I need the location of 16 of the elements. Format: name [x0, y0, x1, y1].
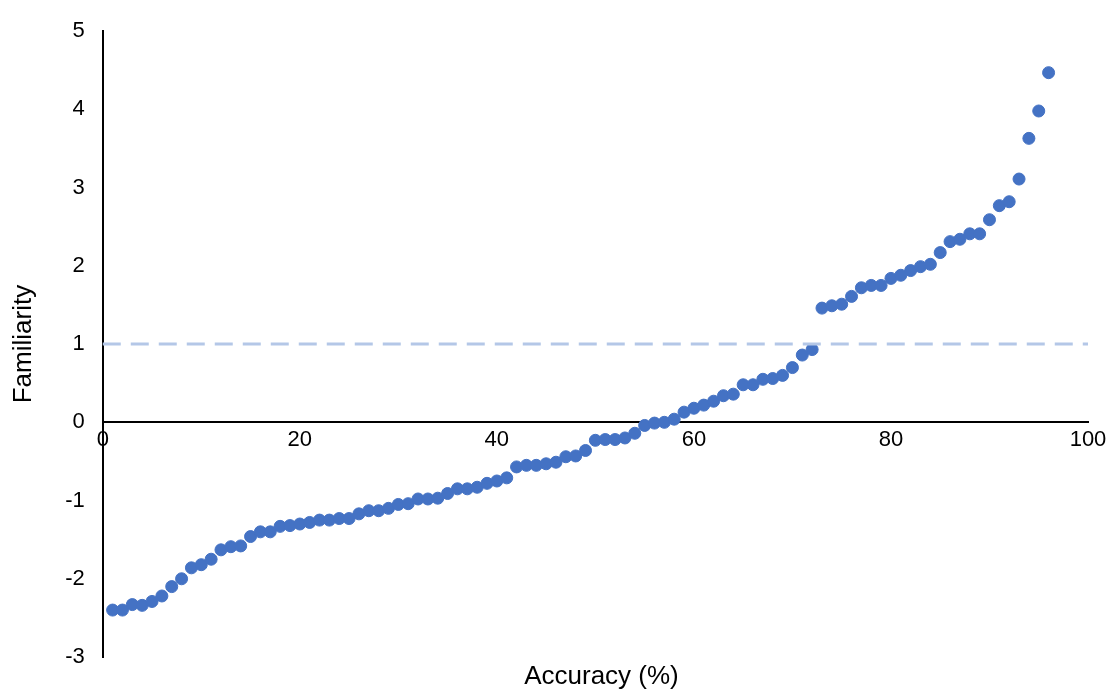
y-tick-label: 3	[72, 173, 85, 199]
y-tick-label: 5	[72, 17, 85, 43]
y-tick-label: -1	[65, 486, 85, 512]
y-tick-label: 0	[72, 408, 85, 434]
y-tick-label: -3	[65, 643, 85, 669]
y-tick-label: -2	[65, 564, 85, 590]
x-axis-title: Accuracy (%)	[523, 660, 680, 691]
y-tick-label: 2	[72, 251, 85, 277]
x-tick-label: 60	[681, 425, 707, 451]
x-tick-label: 80	[878, 425, 904, 451]
y-axis-title: Familiarity	[6, 284, 37, 404]
x-tick-label: 40	[484, 425, 510, 451]
x-tick-label: 100	[1069, 425, 1107, 451]
y-tick-label: 1	[72, 330, 85, 356]
y-tick-label: 4	[72, 95, 85, 121]
x-tick-label: 20	[287, 425, 313, 451]
